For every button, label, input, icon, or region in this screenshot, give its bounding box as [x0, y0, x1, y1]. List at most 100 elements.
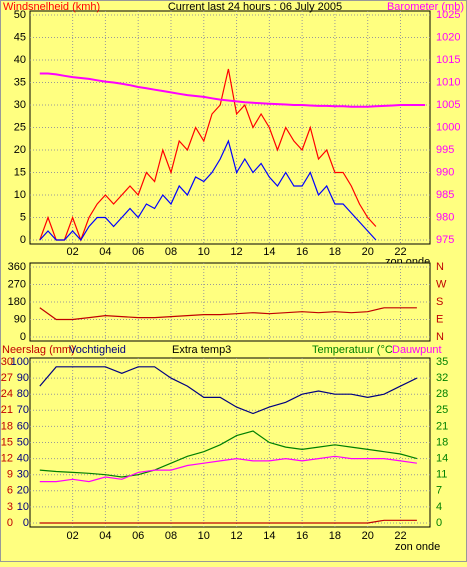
series-line — [39, 366, 418, 415]
chart-title: Current last 24 hours : 06 July 2005 — [168, 1, 342, 13]
y-tick-label: 18 — [1, 420, 13, 432]
y-tick-label: 20 — [14, 144, 26, 156]
series-line — [39, 72, 426, 108]
y-tick-label: 27 — [1, 372, 13, 384]
y-tick-label: 1020 — [436, 31, 460, 43]
y-tick-label: 1015 — [436, 54, 460, 66]
y-tick-label: 0 — [23, 517, 29, 529]
y-tick-label: 975 — [436, 234, 454, 246]
y-tick-label: N — [436, 261, 444, 273]
y-tick-label: 15 — [1, 436, 13, 448]
legend-label: Dauwpunt — [392, 344, 442, 356]
y-tick-label: 21 — [436, 420, 448, 432]
x-tick-label: 16 — [296, 246, 308, 258]
annotation: Extra temp3 — [172, 344, 231, 356]
y-tick-label: 32 — [436, 372, 448, 384]
y-tick-label: 10 — [14, 189, 26, 201]
y-tick-label: 50 — [17, 436, 29, 448]
x-tick-label: 22 — [394, 530, 406, 542]
y-tick-label: 980 — [436, 211, 454, 223]
y-tick-label: 1000 — [436, 121, 460, 133]
series-line — [39, 68, 377, 242]
x-tick-label: 02 — [66, 530, 78, 542]
y-tick-label: 0 — [20, 234, 26, 246]
legend-label: Temperatuur (°C — [312, 344, 393, 356]
y-tick-label: 270 — [8, 278, 26, 290]
series-line — [39, 139, 377, 241]
x-tick-label: 10 — [198, 530, 210, 542]
y-tick-label: 50 — [14, 9, 26, 21]
y-tick-label: 3 — [7, 501, 13, 513]
x-tick-label: 06 — [132, 246, 144, 258]
y-tick-label: 90 — [17, 372, 29, 384]
y2-axis-label: Barometer (mb) — [387, 1, 464, 13]
y-tick-label: 9 — [7, 469, 13, 481]
y-tick-label: 10 — [17, 501, 29, 513]
series-line — [39, 430, 418, 478]
y-tick-label: 90 — [14, 313, 26, 325]
y-tick-label: 100 — [11, 356, 29, 368]
legend-label: Neerslag (mm) — [2, 344, 75, 356]
y-tick-label: 40 — [14, 54, 26, 66]
x-tick-label: 02 — [66, 246, 78, 258]
x-tick-label: 18 — [329, 530, 341, 542]
x-tick-label: 20 — [362, 246, 374, 258]
y-tick-label: 30 — [14, 99, 26, 111]
y-tick-label: 30 — [17, 469, 29, 481]
y-tick-label: 4 — [436, 501, 442, 513]
x-tick-label: 22 — [394, 246, 406, 258]
y-tick-label: 70 — [17, 404, 29, 416]
y-tick-label: 180 — [8, 296, 26, 308]
y-tick-label: 35 — [14, 76, 26, 88]
y-tick-label: 80 — [17, 388, 29, 400]
series-line — [39, 455, 417, 483]
y-tick-label: 1010 — [436, 76, 460, 88]
y-tick-label: 5 — [20, 211, 26, 223]
x-tick-label: 04 — [99, 246, 111, 258]
y-tick-label: S — [436, 296, 443, 308]
x-tick-label: 14 — [263, 246, 275, 258]
y-tick-label: 1025 — [436, 9, 460, 21]
y-tick-label: 24 — [1, 388, 13, 400]
x-tick-label: 18 — [329, 246, 341, 258]
series-line — [39, 519, 417, 524]
y-tick-label: 6 — [7, 485, 13, 497]
y-tick-label: 0 — [436, 517, 442, 529]
y-tick-label: 28 — [436, 388, 448, 400]
x-tick-label: 12 — [230, 246, 242, 258]
y-tick-label: 0 — [7, 517, 13, 529]
y-tick-label: 25 — [14, 121, 26, 133]
series-line — [39, 307, 417, 321]
annotation: zon onde — [395, 541, 440, 553]
y-tick-label: 14 — [436, 453, 448, 465]
y-tick-label: N — [436, 331, 444, 343]
x-tick-label: 16 — [296, 530, 308, 542]
x-tick-label: 08 — [165, 246, 177, 258]
y-axis-label: Windsnelheid (kmh) — [3, 1, 100, 13]
x-tick-label: 10 — [198, 246, 210, 258]
y-tick-label: 0 — [20, 331, 26, 343]
legend-label: Vochtigheid — [69, 344, 126, 356]
y-tick-label: 18 — [436, 436, 448, 448]
x-tick-label: 04 — [99, 530, 111, 542]
y-tick-label: 995 — [436, 144, 454, 156]
y-tick-label: 7 — [436, 485, 442, 497]
x-tick-label: 14 — [263, 530, 275, 542]
y-tick-label: E — [436, 313, 443, 325]
y-tick-label: 40 — [17, 453, 29, 465]
y-tick-label: 1005 — [436, 99, 460, 111]
y-tick-label: 360 — [8, 261, 26, 273]
y-tick-label: 20 — [17, 485, 29, 497]
y-tick-label: 60 — [17, 420, 29, 432]
y-tick-label: 30 — [1, 356, 13, 368]
y-tick-label: 990 — [436, 166, 454, 178]
y-tick-label: 21 — [1, 404, 13, 416]
y-tick-label: 25 — [436, 404, 448, 416]
y-tick-label: 35 — [436, 356, 448, 368]
y-tick-label: 12 — [1, 453, 13, 465]
y-tick-label: W — [436, 278, 447, 290]
y-tick-label: 985 — [436, 189, 454, 201]
y-tick-label: 11 — [436, 469, 447, 481]
x-tick-label: 08 — [165, 530, 177, 542]
